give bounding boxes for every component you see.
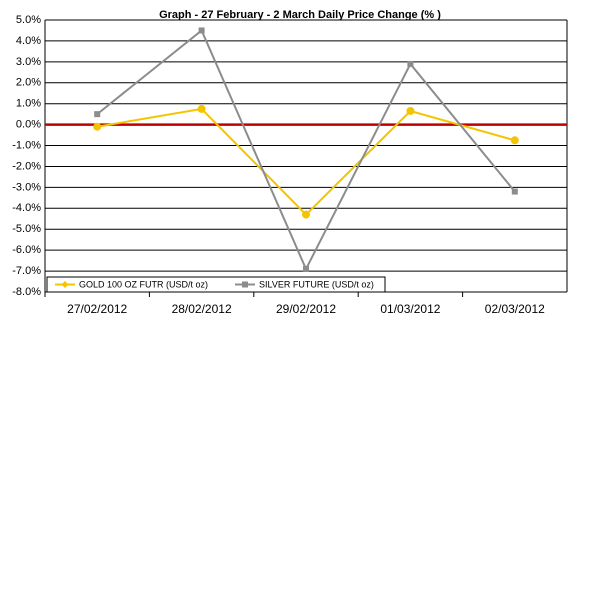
- data-point: [302, 210, 310, 219]
- data-point: [303, 265, 309, 272]
- data-point: [510, 136, 519, 145]
- y-tick-label: -4.0%: [12, 202, 41, 214]
- legend-marker: [242, 281, 248, 288]
- x-tick-label: 29/02/2012: [276, 302, 336, 316]
- legend-box: [46, 276, 386, 293]
- y-tick-label: 4.0%: [16, 35, 41, 47]
- x-tick-label: 01/03/2012: [380, 302, 440, 316]
- data-point: [93, 122, 102, 131]
- y-tick-label: -6.0%: [12, 244, 41, 256]
- y-tick-label: 0.0%: [16, 119, 41, 131]
- legend-label: SILVER FUTURE (USD/t oz): [259, 279, 374, 289]
- x-tick-label: 28/02/2012: [172, 302, 232, 316]
- y-tick-label: -2.0%: [12, 160, 41, 172]
- y-tick-label: 5.0%: [16, 14, 41, 26]
- legend-marker: [61, 281, 69, 288]
- y-tick-label: -7.0%: [12, 265, 41, 277]
- data-point: [406, 107, 415, 116]
- x-tick-label: 27/02/2012: [67, 302, 127, 316]
- y-tick-label: -3.0%: [12, 181, 41, 193]
- x-tick-label: 02/03/2012: [485, 302, 545, 316]
- data-point: [198, 27, 205, 34]
- y-tick-label: 2.0%: [16, 77, 41, 89]
- y-tick-label: -5.0%: [12, 223, 41, 235]
- y-tick-label: -8.0%: [12, 286, 41, 298]
- legend-label: GOLD 100 OZ FUTR (USD/t oz): [79, 279, 208, 289]
- legend: GOLD 100 OZ FUTR (USD/t oz) SILVER FUTURE…: [46, 276, 386, 293]
- data-point: [94, 111, 101, 118]
- y-tick-label: 1.0%: [16, 98, 41, 110]
- data-point: [511, 188, 518, 195]
- y-tick-label: -1.0%: [12, 139, 41, 151]
- y-tick-label: 3.0%: [16, 56, 41, 68]
- data-point: [407, 60, 414, 67]
- chart-title: Graph - 27 February - 2 March Daily Pric…: [159, 9, 441, 21]
- data-point: [197, 104, 206, 113]
